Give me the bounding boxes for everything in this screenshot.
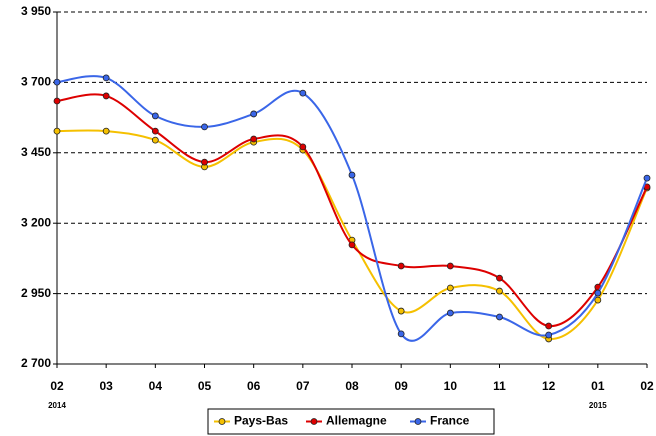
point [397,330,405,338]
x-tick-label: 02 [50,379,64,393]
legend-box [207,408,495,435]
line [56,75,648,342]
legend-marker [218,418,226,425]
point [496,274,503,282]
x-year-label: 2014 [48,401,66,410]
x-tick-label: 06 [247,379,261,393]
point [299,143,307,151]
y-tick-label: 3 950 [21,4,51,18]
point [201,158,208,166]
x-year-label: 2015 [589,401,607,410]
point [397,262,405,270]
point [446,284,454,292]
point [201,123,208,131]
point [643,174,651,182]
point [594,289,602,297]
y-tick-label: 2 700 [21,356,51,370]
x-tick-label: 05 [198,379,212,393]
point [53,78,61,86]
x-tick-label: 07 [296,379,310,393]
point [397,307,405,315]
y-tick-label: 2 950 [21,286,51,300]
legend-label: Allemagne [326,414,387,428]
y-tick-label: 3 450 [21,145,51,159]
point [348,171,356,179]
line [56,129,648,340]
x-tick-label: 01 [591,379,605,393]
y-tick-label: 3 700 [21,75,51,89]
x-tick-label: 12 [542,379,556,393]
legend-marker [310,418,318,425]
x-tick-label: 03 [99,379,113,393]
legend-marker [414,418,422,425]
point [102,74,110,82]
point [446,262,454,270]
point [299,89,307,97]
point [151,127,159,135]
point [102,127,110,135]
point [446,309,454,317]
legend-label: Pays-Bas [234,414,288,428]
x-tick-label: 02 [640,379,654,393]
point [151,112,159,120]
point [102,92,110,100]
point [496,313,503,321]
line [56,93,648,327]
point [496,287,503,295]
point [250,110,258,118]
x-tick-label: 08 [345,379,359,393]
point [348,241,356,249]
point [53,127,61,135]
point [545,322,553,330]
x-tick-label: 04 [149,379,163,393]
point [250,135,258,143]
point [545,331,553,339]
y-tick-label: 3 200 [21,215,51,229]
x-tick-label: 09 [394,379,408,393]
legend-label: France [430,414,470,428]
point [594,296,602,304]
x-tick-label: 10 [444,379,458,393]
x-tick-label: 11 [493,379,506,393]
point [151,136,159,144]
point [53,97,61,105]
